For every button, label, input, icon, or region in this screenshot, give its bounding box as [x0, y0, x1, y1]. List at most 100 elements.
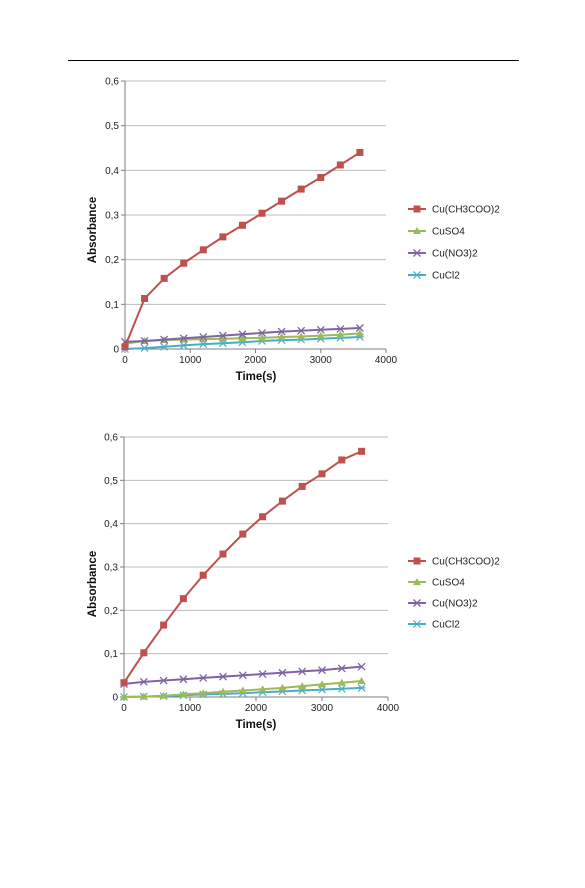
data-point [338, 456, 346, 464]
data-point [356, 148, 364, 156]
data-point [121, 343, 129, 351]
data-point [199, 689, 208, 697]
data-point [219, 672, 227, 681]
data-point [358, 447, 366, 455]
x-tick-label: 4000 [377, 703, 400, 714]
data-point [277, 327, 286, 336]
series-line [124, 151, 361, 348]
data-point [238, 334, 247, 342]
grid-lines [125, 80, 386, 305]
data-point [139, 677, 148, 686]
axes [121, 80, 387, 353]
y-tick-label: 0,6 [104, 433, 118, 444]
data-point [120, 693, 128, 700]
data-point [258, 209, 266, 217]
legend-marker [413, 620, 421, 628]
data-point [337, 684, 346, 693]
legend-label: Cu(CH3COO)2 [432, 205, 500, 216]
data-point [278, 497, 286, 505]
data-point [219, 233, 227, 241]
y-tick-label: 0,1 [104, 649, 118, 660]
y-tick-label: 0 [113, 345, 119, 356]
axes [120, 436, 389, 701]
series-Cu(NO3)2 [120, 662, 366, 688]
data-point [337, 664, 346, 673]
x-axis-title: Time(s) [236, 719, 277, 731]
data-point [179, 690, 188, 698]
x-tick-label: 1000 [179, 355, 202, 366]
x-tick-label: 2000 [244, 355, 267, 366]
x-tick-label: 2000 [245, 703, 268, 714]
legend-item: Cu(CH3COO)2 [408, 205, 500, 216]
data-point [278, 668, 287, 677]
y-axis-title: Absorbance [87, 551, 99, 617]
y-axis-title: Absorbance [87, 197, 99, 263]
data-point [258, 333, 267, 341]
legend-item: CuSO4 [408, 227, 465, 238]
data-point [258, 670, 267, 678]
data-point [199, 332, 208, 341]
data-point [179, 341, 188, 350]
legend-marker [413, 557, 421, 565]
legend-marker [413, 249, 421, 257]
data-point [316, 331, 325, 339]
grid-lines [124, 436, 388, 655]
x-axis-title: Time(s) [236, 371, 277, 383]
data-point [199, 571, 207, 579]
data-point [160, 335, 169, 344]
data-point [336, 330, 345, 338]
legend-item: CuSO4 [408, 578, 465, 589]
y-tick-label: 0,3 [105, 211, 119, 222]
data-point [317, 173, 325, 181]
legend-label: CuCl2 [432, 271, 460, 282]
data-point [140, 649, 148, 657]
data-point [355, 324, 364, 332]
y-tick-label: 0,5 [104, 476, 118, 487]
data-point [199, 335, 208, 343]
y-tick-label: 0,4 [104, 519, 118, 530]
x-tick-label: 0 [122, 355, 128, 366]
y-tick-label: 0 [112, 693, 118, 704]
data-point [318, 680, 326, 688]
legend-label: Cu(NO3)2 [432, 599, 478, 610]
y-tick-label: 0,2 [105, 255, 119, 266]
legend-marker [413, 205, 421, 213]
legend-label: CuCl2 [432, 620, 460, 631]
data-point [357, 676, 366, 684]
legend-marker [413, 578, 421, 585]
data-point [160, 274, 168, 282]
data-point [337, 678, 346, 686]
data-point [316, 325, 325, 334]
tick-labels: 0 0,1 0,2 0,3 0,4 0,5 0,6 0 1000 2000 3000 4000 [104, 433, 399, 715]
legend-label: Cu(NO3)2 [432, 249, 478, 260]
data-point [297, 332, 306, 340]
x-tick-label: 4000 [375, 355, 398, 366]
tick-labels: 0 0,1 0,2 0,3 0,4 0,5 0,6 0 1000 2000 3000 4000 [105, 77, 397, 367]
legend-label: Cu(CH3COO)2 [432, 557, 500, 568]
x-tick-label: 1000 [179, 703, 202, 714]
legend: Cu(CH3COO)2 CuSO4 Cu(NO3)2 CuCl2 [408, 205, 500, 282]
data-point [238, 221, 246, 229]
data-point [219, 687, 227, 695]
y-tick-label: 0,2 [104, 606, 118, 617]
data-point [219, 550, 227, 558]
data-point [258, 328, 266, 337]
data-point [238, 671, 247, 680]
data-point [179, 334, 188, 343]
legend-label: CuSO4 [432, 227, 465, 238]
data-point [160, 342, 169, 351]
data-point [259, 513, 267, 521]
data-point [297, 185, 305, 193]
absorbance-chart-bottom: 0 0,1 0,2 0,3 0,4 0,5 0,6 0 1000 2000 3000 4000 Cu(… [87, 433, 500, 732]
data-point [278, 683, 287, 691]
series-CuSO4 [120, 676, 366, 700]
y-tick-label: 0,1 [105, 300, 119, 311]
data-point [258, 685, 267, 693]
series-Cu(CH3COO)2 [120, 447, 366, 687]
data-point [120, 679, 128, 687]
data-point [318, 470, 326, 478]
data-point [180, 259, 188, 267]
y-tick-label: 0,6 [105, 77, 119, 88]
data-point [139, 692, 148, 700]
series-group [120, 447, 366, 701]
